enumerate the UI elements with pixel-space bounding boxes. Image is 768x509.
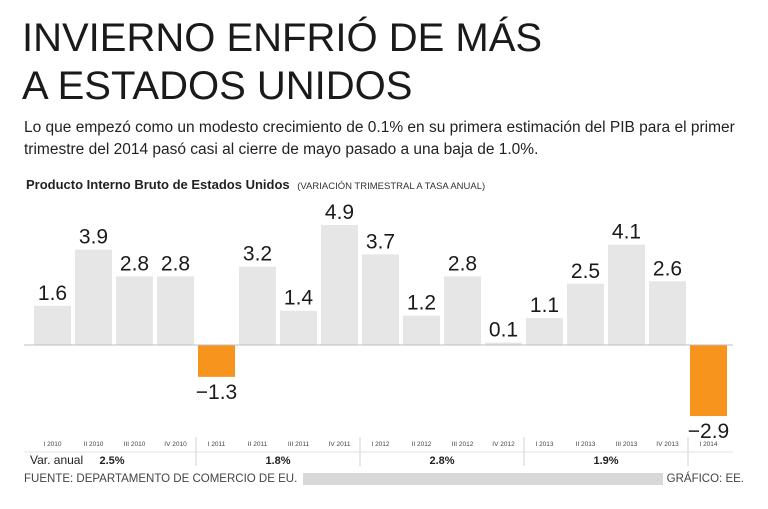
bar-3	[116, 276, 153, 345]
value-label-13: 1.1	[530, 294, 559, 317]
value-label-14: 2.5	[571, 260, 600, 283]
annual-value-2010: 2.5%	[99, 455, 124, 467]
bar-14	[567, 283, 604, 345]
tick-label-8: IV 2011	[329, 441, 351, 448]
value-label-17: −2.9	[688, 420, 729, 443]
bar-4	[157, 276, 194, 345]
tick-label-10: II 2012	[412, 441, 432, 448]
value-label-8: 4.9	[325, 201, 354, 224]
bar-6	[239, 266, 276, 345]
bar-9	[362, 254, 399, 345]
annual-value-2013: 1.9%	[593, 455, 618, 467]
tick-label-15: III 2013	[616, 441, 638, 448]
tick-label-3: III 2010	[124, 441, 146, 448]
chart-unit: (VARIACIÓN TRIMESTRAL A TASA ANUAL)	[297, 181, 486, 192]
annual-value-2011: 1.8%	[265, 455, 290, 467]
value-label-6: 3.2	[243, 243, 272, 266]
bar-17	[690, 345, 727, 417]
bar-13	[526, 318, 563, 345]
tick-label-12: IV 2012	[492, 441, 515, 448]
bar-12	[485, 342, 522, 345]
headline: INVIERNO ENFRIÓ DE MÁS A ESTADOS UNIDOS	[22, 14, 762, 110]
tick-label-2: II 2010	[84, 441, 104, 448]
tick-label-13: I 2013	[535, 441, 553, 448]
source-note: FUENTE: DEPARTAMENTO DE COMERCIO DE EU.	[24, 473, 298, 485]
bar-11	[444, 276, 481, 345]
tick-label-5: I 2011	[208, 441, 226, 448]
tick-label-16: IV 2013	[656, 441, 679, 448]
footer-rule	[303, 473, 663, 485]
tick-label-9: I 2012	[371, 441, 389, 448]
headline-line-1: INVIERNO ENFRIÓ DE MÁS	[22, 16, 543, 60]
graphic-credit: GRÁFICO: EE.	[666, 473, 744, 485]
headline-line-2: A ESTADOS UNIDOS	[22, 64, 413, 108]
value-label-5: −1.3	[196, 381, 237, 404]
tick-label-4: IV 2010	[164, 441, 187, 448]
annual-value-2012: 2.8%	[429, 455, 454, 467]
bar-10	[403, 315, 440, 345]
value-label-3: 2.8	[120, 252, 149, 275]
value-label-2: 3.9	[79, 225, 108, 248]
value-label-1: 1.6	[38, 282, 67, 305]
bar-16	[649, 281, 686, 345]
chart-title: Producto Interno Bruto de Estados Unidos	[26, 177, 290, 192]
chart-heading: Producto Interno Bruto de Estados Unidos…	[26, 177, 485, 192]
tick-label-17: I 2014	[699, 441, 717, 448]
value-label-15: 4.1	[612, 221, 641, 244]
tick-label-1: I 2010	[43, 441, 61, 448]
value-label-7: 1.4	[284, 287, 314, 310]
tick-label-11: III 2012	[452, 441, 474, 448]
value-label-10: 1.2	[407, 292, 436, 315]
tick-label-14: II 2013	[576, 441, 596, 448]
footer: FUENTE: DEPARTAMENTO DE COMERCIO DE EU. …	[24, 472, 744, 486]
value-label-4: 2.8	[161, 252, 190, 275]
bar-7	[280, 310, 317, 345]
bar-8	[321, 224, 358, 345]
annual-row-label: Var. anual	[30, 453, 83, 467]
bar-15	[608, 244, 645, 345]
value-label-9: 3.7	[366, 230, 395, 253]
value-label-12: 0.1	[489, 319, 518, 342]
bar-1	[34, 305, 71, 345]
tick-label-6: II 2011	[248, 441, 268, 448]
value-label-16: 2.6	[653, 257, 682, 280]
bar-2	[75, 249, 112, 345]
tick-label-7: III 2011	[288, 441, 310, 448]
intro-text: Lo que empezó como un modesto crecimient…	[24, 119, 735, 158]
bar-5	[198, 345, 235, 377]
gdp-bar-chart: 1.6 3.9 2.8 2.8 −1.3 3.2 1.4 4.9 3.7 1.2 2.8 0.1 1.1…	[24, 201, 733, 467]
value-label-11: 2.8	[448, 252, 477, 275]
